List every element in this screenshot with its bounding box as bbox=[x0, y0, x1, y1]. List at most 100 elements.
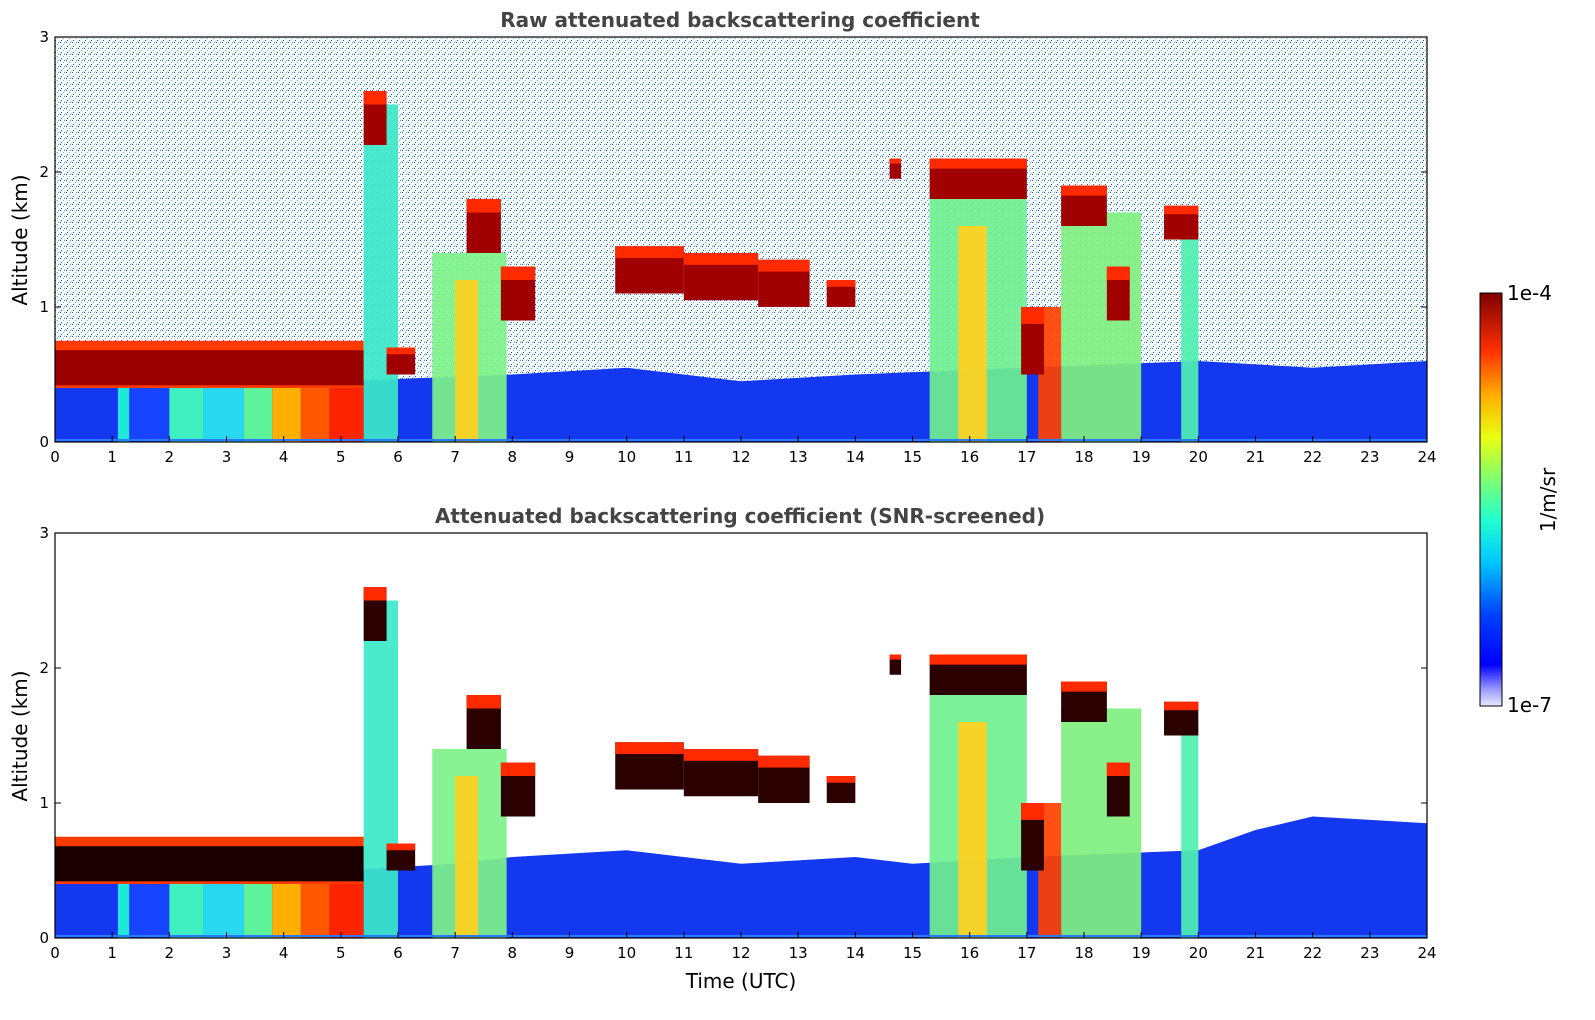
panel2-y-label: Altitude (km) bbox=[8, 670, 32, 801]
x-tick-label: 10 bbox=[617, 448, 636, 466]
panel1-y-label: Altitude (km) bbox=[8, 174, 32, 305]
convective-plume bbox=[455, 280, 479, 442]
elevated-cloud-edge bbox=[1021, 307, 1044, 324]
convective-plume bbox=[1038, 307, 1062, 442]
elevated-cloud-edge bbox=[615, 246, 684, 259]
elevated-cloud-edge bbox=[615, 742, 684, 755]
x-tick-label: 8 bbox=[508, 448, 518, 466]
convective-plume bbox=[455, 776, 479, 938]
elevated-cloud-edge bbox=[826, 776, 856, 783]
colorbar-max-label: 1e-4 bbox=[1507, 281, 1552, 305]
aerosol-column bbox=[117, 388, 130, 442]
elevated-cloud-edge bbox=[1061, 681, 1107, 692]
panel2-x-axis: 0 1 2 3 4 5 6 7 8 9 10 11 12 13 14 15 16 17 18 19 20 21 22 23 24 bbox=[50, 932, 1437, 962]
raw-backscatter-panel: Raw attenuated backscattering coefficien… bbox=[8, 8, 1437, 466]
aerosol-column bbox=[117, 884, 130, 938]
elevated-cloud-edge bbox=[386, 347, 416, 355]
x-tick-label: 8 bbox=[508, 944, 518, 962]
x-tick-label: 18 bbox=[1074, 944, 1093, 962]
colorbar-min-label: 1e-7 bbox=[1507, 693, 1552, 717]
x-tick-label: 22 bbox=[1303, 448, 1322, 466]
elevated-cloud-edge bbox=[466, 695, 501, 709]
panel2-backscatter-field bbox=[55, 587, 1427, 938]
aerosol-column bbox=[300, 884, 330, 938]
panel1-title: Raw attenuated backscattering coefficien… bbox=[500, 8, 980, 32]
elevated-cloud-edge bbox=[1164, 701, 1199, 711]
x-tick-label: 10 bbox=[617, 944, 636, 962]
panel2-y-axis: 0 1 2 3 bbox=[39, 524, 1427, 947]
aerosol-column bbox=[203, 388, 244, 442]
x-tick-label: 12 bbox=[731, 944, 750, 962]
colorbar-gradient bbox=[1479, 292, 1503, 707]
x-tick-label: 6 bbox=[393, 944, 403, 962]
x-tick-label: 14 bbox=[846, 448, 865, 466]
panel1-x-axis: 0 1 2 3 4 5 6 7 8 9 10 11 12 13 14 15 16 17 18 19 20 21 22 23 24 bbox=[50, 436, 1437, 466]
aerosol-column bbox=[129, 388, 170, 442]
convective-plume bbox=[958, 722, 987, 938]
x-tick-label: 4 bbox=[279, 448, 289, 466]
aerosol-column bbox=[203, 884, 244, 938]
panel1-plot-area bbox=[54, 36, 1428, 443]
colorbar: 1e-4 1e-7 1/m/sr bbox=[1479, 281, 1560, 717]
panel2-plot-area bbox=[54, 532, 1428, 939]
convective-plume bbox=[363, 104, 398, 442]
x-tick-label: 20 bbox=[1189, 944, 1208, 962]
aerosol-column bbox=[300, 388, 330, 442]
x-tick-label: 0 bbox=[50, 448, 60, 466]
y-tick-label: 1 bbox=[39, 794, 49, 812]
x-tick-label: 17 bbox=[1017, 448, 1036, 466]
convective-plume bbox=[1181, 226, 1199, 442]
x-tick-label: 20 bbox=[1189, 448, 1208, 466]
cloud-layer-core bbox=[55, 846, 364, 882]
convective-plume bbox=[1061, 708, 1142, 938]
x-tick-label: 5 bbox=[336, 448, 346, 466]
x-tick-label: 23 bbox=[1360, 448, 1379, 466]
panel2-x-label: Time (UTC) bbox=[685, 969, 797, 993]
x-tick-label: 21 bbox=[1246, 944, 1265, 962]
elevated-cloud-edge bbox=[1106, 762, 1130, 776]
elevated-cloud-edge bbox=[500, 762, 536, 776]
x-tick-label: 23 bbox=[1360, 944, 1379, 962]
elevated-cloud-edge bbox=[758, 259, 810, 272]
aerosol-column bbox=[169, 388, 204, 442]
snr-screened-panel: Attenuated backscattering coefficient (S… bbox=[8, 504, 1437, 993]
x-tick-label: 19 bbox=[1132, 944, 1151, 962]
x-tick-label: 4 bbox=[279, 944, 289, 962]
elevated-cloud-edge bbox=[929, 654, 1027, 665]
x-tick-label: 5 bbox=[336, 944, 346, 962]
x-tick-label: 15 bbox=[903, 944, 922, 962]
aerosol-column bbox=[243, 388, 273, 442]
x-tick-label: 7 bbox=[450, 448, 460, 466]
x-tick-label: 22 bbox=[1303, 944, 1322, 962]
elevated-cloud bbox=[889, 158, 902, 179]
x-tick-label: 24 bbox=[1417, 944, 1436, 962]
y-tick-label: 3 bbox=[39, 28, 49, 46]
elevated-cloud-edge bbox=[758, 755, 810, 768]
x-tick-label: 24 bbox=[1417, 448, 1436, 466]
panel1-backscatter-field bbox=[55, 91, 1427, 442]
convective-plume bbox=[1038, 803, 1062, 938]
elevated-cloud-edge bbox=[826, 280, 856, 287]
aerosol-column bbox=[129, 884, 170, 938]
elevated-cloud-edge bbox=[386, 843, 416, 851]
convective-plume bbox=[363, 600, 398, 938]
y-tick-label: 0 bbox=[39, 433, 49, 451]
x-tick-label: 2 bbox=[165, 448, 175, 466]
x-tick-label: 15 bbox=[903, 448, 922, 466]
elevated-cloud-edge bbox=[466, 199, 501, 213]
x-tick-label: 11 bbox=[674, 944, 693, 962]
x-tick-label: 16 bbox=[960, 944, 979, 962]
x-tick-label: 6 bbox=[393, 448, 403, 466]
y-tick-label: 0 bbox=[39, 929, 49, 947]
y-tick-label: 2 bbox=[39, 163, 49, 181]
elevated-cloud-edge bbox=[683, 749, 759, 761]
x-tick-label: 1 bbox=[107, 944, 117, 962]
colorbar-unit-label: 1/m/sr bbox=[1536, 467, 1560, 532]
elevated-cloud-edge bbox=[1164, 205, 1199, 215]
y-tick-label: 2 bbox=[39, 659, 49, 677]
aerosol-column bbox=[329, 388, 364, 442]
elevated-cloud-edge bbox=[929, 158, 1027, 169]
aerosol-column bbox=[329, 884, 364, 938]
elevated-cloud-edge bbox=[363, 91, 387, 105]
